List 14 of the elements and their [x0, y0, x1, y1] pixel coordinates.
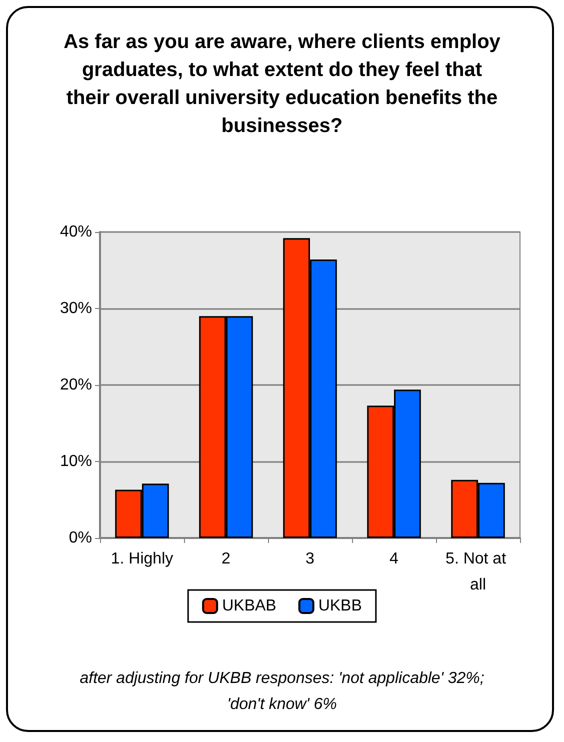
y-tick-label: 10% — [60, 453, 92, 470]
y-tick-label: 30% — [60, 300, 92, 317]
x-tick-label: 1. Highly — [110, 550, 174, 568]
y-tick-label: 40% — [60, 224, 92, 240]
legend-label: UKBAB — [222, 598, 276, 614]
x-tick-label: 3 — [306, 550, 315, 568]
y-tick-label: 20% — [60, 376, 92, 394]
chart-title: As far as you are aware, where clients employ graduates, to what extent do they feel that their overall university education benefits the businesses? — [62, 30, 502, 139]
x-tick-label: 4 — [390, 550, 399, 568]
x-tick-label: 5. Not at all — [446, 550, 510, 594]
legend-label: UKBB — [318, 598, 362, 614]
y-tick-label: 0% — [68, 530, 92, 546]
text: after adjusting for UKBB responses: 'not applicable' 32%; 'don't know' 6% — [78, 669, 486, 715]
x-tick-label: 2 — [222, 550, 231, 568]
